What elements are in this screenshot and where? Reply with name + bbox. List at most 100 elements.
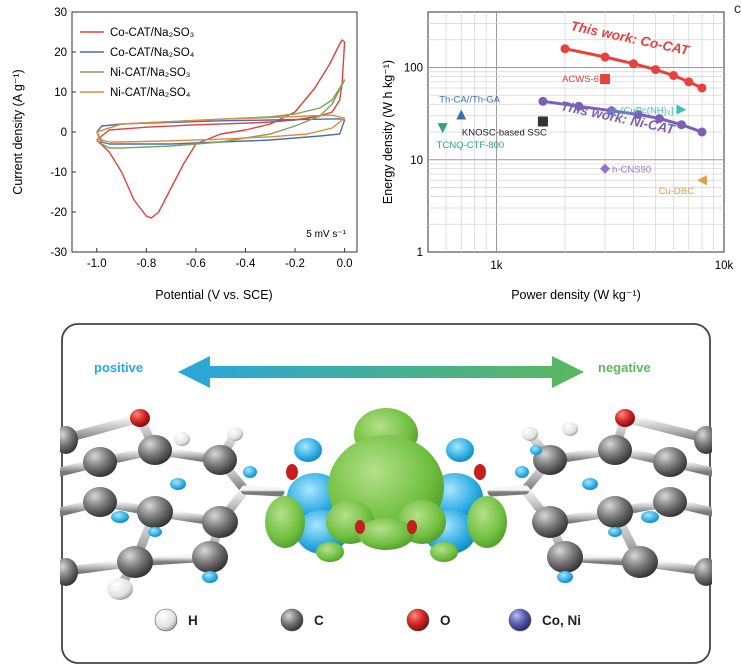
- cv-series-line: [96, 118, 346, 145]
- oxygen-atom: [615, 409, 635, 427]
- ragone-series-point: [574, 101, 584, 111]
- legend-atom-label: O: [440, 613, 451, 628]
- blue-lobe: [446, 438, 474, 462]
- scan-rate-annotation: 5 mV s⁻¹: [306, 229, 346, 240]
- ragone-series-point: [654, 114, 664, 124]
- ragone-y-tick-label: 100: [404, 63, 423, 75]
- left-ligand-atoms: [60, 409, 257, 600]
- legend-atom-label: H: [188, 613, 198, 628]
- carbon-atom: [138, 435, 172, 465]
- carbon-atom: [203, 445, 237, 475]
- cv-y-tick-label: 0: [61, 127, 67, 139]
- ragone-series-point: [669, 70, 679, 80]
- panel-letter: c: [734, 0, 741, 16]
- oxygen-atom: [407, 520, 417, 534]
- right-ligand-atoms: [515, 409, 712, 586]
- central-orbital-isosurface: [265, 408, 507, 562]
- legend-atom-label: Co, Ni: [542, 613, 581, 628]
- ragone-reference-point: [537, 116, 548, 127]
- atom-legend: H C O Co, Ni: [154, 608, 581, 632]
- cv-x-tick-label: 0.0: [337, 258, 353, 270]
- ragone-reference-label: h-CNS90: [612, 165, 651, 176]
- ragone-series-point: [560, 44, 570, 54]
- blue-lobe: [202, 571, 218, 583]
- green-lobe: [358, 518, 414, 550]
- carbon-atom: [653, 447, 687, 477]
- oxygen-atom: [286, 464, 298, 480]
- ragone-reference-point: [676, 104, 687, 115]
- blue-lobe: [170, 478, 186, 490]
- cv-y-tick-label: -30: [50, 247, 67, 259]
- legend-atom-sphere: [154, 608, 178, 632]
- ragone-reference-label: Ni₃[CuPc(NH)₈]: [608, 106, 673, 117]
- positive-label: positive: [94, 360, 143, 375]
- ragone-reference-label: Th-CA//Th-GA: [439, 94, 500, 105]
- cv-y-tick-label: -10: [50, 167, 67, 179]
- carbon-atom: [694, 558, 712, 586]
- blue-lobe: [515, 466, 529, 478]
- hydrogen-atom: [227, 427, 243, 441]
- cv-legend-label: Ni-CAT/Na₂SO₄: [110, 87, 191, 99]
- cv-x-tick-label: -0.2: [285, 258, 305, 270]
- cv-chart: -1.0 -0.8 -0.6 -0.4 -0.2 0.0 -30 -20 -10 0 10 20 30…: [11, 7, 358, 302]
- legend-atom-sphere: [280, 608, 304, 632]
- ragone-series-point: [628, 59, 638, 69]
- ragone-reference-point: [600, 163, 611, 174]
- ragone-reference-point: [456, 109, 467, 120]
- carbon-atom: [694, 426, 712, 454]
- ragone-series-point: [538, 96, 548, 106]
- blue-lobe: [641, 511, 659, 523]
- green-lobe: [316, 542, 344, 562]
- hydrogen-atom: [562, 422, 578, 436]
- blue-lobe: [530, 445, 542, 455]
- blue-lobe: [111, 511, 129, 523]
- ragone-y-tick-label: 1: [417, 247, 423, 259]
- cv-y-tick-label: -20: [50, 207, 67, 219]
- carbon-atom: [532, 506, 568, 538]
- cv-y-tick-label: 30: [54, 7, 67, 19]
- cv-x-axis-label: Potential (V vs. SCE): [155, 288, 272, 302]
- cv-y-tick-label: 10: [54, 87, 67, 99]
- hydrogen-atom: [522, 427, 538, 441]
- hydrogen-atom: [107, 578, 133, 600]
- cv-x-tick-label: -1.0: [87, 258, 107, 270]
- carbon-atom: [598, 435, 632, 465]
- ragone-x-axis-label: Power density (W kg⁻¹): [511, 288, 641, 302]
- ragone-series-point: [676, 120, 686, 130]
- ragone-reference-label: ACWS-6: [562, 74, 599, 85]
- cv-legend-label: Co-CAT/Na₂SO₄: [110, 47, 195, 59]
- ragone-reference-label: Cu-DBC: [659, 186, 695, 197]
- legend-atom-sphere: [508, 608, 532, 632]
- oxygen-atom: [355, 520, 365, 534]
- cv-x-tick-label: -0.4: [236, 258, 256, 270]
- blue-lobe: [582, 478, 598, 490]
- legend-atom-label: C: [314, 613, 324, 628]
- cv-x-tick-label: -0.6: [186, 258, 206, 270]
- carbon-atom: [117, 546, 153, 578]
- ragone-reference-label: TCNQ-CTF-800: [437, 140, 505, 151]
- blue-lobe: [557, 571, 573, 583]
- legend-atom-sphere: [406, 608, 430, 632]
- negative-label: negative: [598, 360, 651, 375]
- cv-legend-label: Co-CAT/Na₂SO₃: [110, 27, 195, 39]
- carbon-atom: [60, 426, 78, 454]
- ragone-series-point: [600, 52, 610, 62]
- ragone-reference-point: [600, 74, 611, 85]
- ragone-x-tick-label: 10k: [715, 260, 734, 272]
- green-lobe: [467, 496, 507, 548]
- carbon-atom: [60, 558, 78, 586]
- cv-legend-label: Ni-CAT/Na₂SO₃: [110, 67, 191, 79]
- ragone-y-axis-label: Energy density (W h kg⁻¹): [381, 60, 395, 204]
- ragone-series-point: [697, 127, 707, 137]
- cv-y-tick-label: 20: [54, 47, 67, 59]
- cv-y-axis-label: Current density (A g⁻¹): [11, 69, 25, 194]
- molecular-schematic: positive negative: [60, 323, 712, 664]
- oxygen-atom: [474, 464, 486, 480]
- ragone-reference-point: [437, 123, 448, 134]
- blue-lobe: [608, 527, 622, 537]
- cv-series-line: [96, 39, 346, 219]
- carbon-atom: [83, 447, 117, 477]
- ragone-series-point: [651, 65, 661, 75]
- blue-lobe: [148, 527, 162, 537]
